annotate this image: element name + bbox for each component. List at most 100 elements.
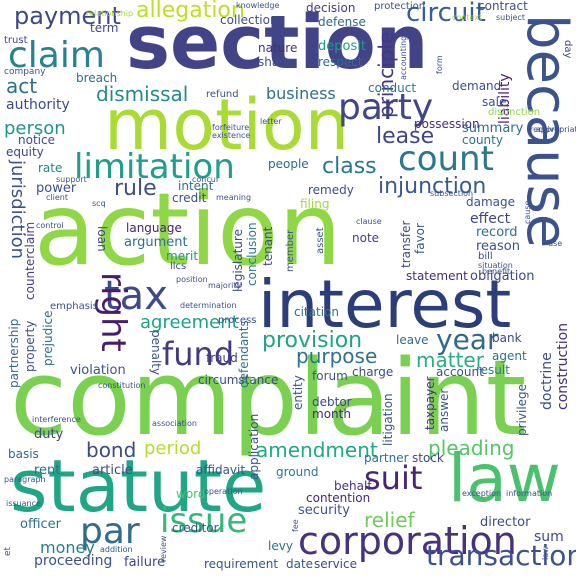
word-issuance: information bbox=[506, 489, 553, 498]
word-partnership: partnership bbox=[7, 318, 21, 388]
word-protection: subject bbox=[496, 13, 525, 22]
word-bond: bond bbox=[86, 438, 137, 462]
word-loan: loan bbox=[95, 226, 109, 252]
word-concur: subsection bbox=[430, 189, 474, 198]
word-determination: operation bbox=[204, 487, 243, 496]
word-receiver: appropriation bbox=[536, 125, 576, 134]
word-rate: rate bbox=[38, 161, 63, 175]
word-date: date bbox=[286, 557, 314, 571]
word-clause: majority bbox=[208, 281, 242, 290]
word-motion: motion bbox=[104, 84, 350, 166]
word-context: existence bbox=[212, 131, 251, 140]
word-credit: credit bbox=[172, 191, 207, 205]
word-entity: entity bbox=[291, 375, 305, 410]
word-filing: filing bbox=[300, 197, 330, 211]
word-answer: answer bbox=[437, 388, 451, 432]
word-year: year bbox=[436, 323, 499, 356]
word-lease: lease bbox=[376, 124, 435, 149]
word-sum: sum bbox=[534, 529, 564, 545]
word-letter: scq bbox=[92, 199, 106, 208]
word-levy: levy bbox=[268, 539, 293, 553]
word-review: law bbox=[541, 546, 550, 560]
word-judicata: member bbox=[285, 229, 296, 272]
word-note: note bbox=[352, 231, 380, 245]
word-shareholder-consideration-certificate: day bbox=[562, 40, 573, 59]
word-corporation: corporation bbox=[298, 519, 517, 563]
word-control: position bbox=[176, 275, 208, 284]
word-scq: clause bbox=[356, 217, 382, 226]
word-interest: interest bbox=[258, 266, 512, 343]
word-behalf: behalf bbox=[334, 479, 372, 493]
word-act: act bbox=[6, 74, 38, 98]
word-purpose: purpose bbox=[296, 344, 378, 368]
word-suit: suit bbox=[364, 459, 423, 497]
word-paragraph: fee bbox=[291, 519, 300, 532]
word-appropriation: concur bbox=[192, 175, 220, 184]
word-addition: exception bbox=[462, 489, 502, 498]
word-support: meaning bbox=[216, 193, 252, 202]
word-share: share bbox=[258, 55, 292, 69]
word-transfer: transfer bbox=[399, 220, 413, 268]
word-taxpayer: taxpayer bbox=[423, 376, 437, 430]
word-action: action bbox=[34, 171, 342, 288]
word-nature: nature bbox=[258, 41, 298, 55]
word-conclusion: conclusion bbox=[245, 222, 259, 286]
word-statute: statute bbox=[10, 444, 267, 528]
word-law-small: use bbox=[548, 239, 563, 248]
word-information: benefit bbox=[482, 267, 511, 276]
word-leave: leave bbox=[396, 333, 429, 347]
word-subject: forfeiture bbox=[212, 123, 250, 132]
word-asset: emphasis bbox=[50, 301, 98, 312]
word-deposit: deposit bbox=[318, 39, 366, 54]
word-rent: rent bbox=[34, 463, 61, 478]
word-person: person bbox=[4, 118, 66, 139]
word-circumstance: circumstance bbox=[198, 373, 279, 387]
word-period: period bbox=[144, 438, 202, 459]
word-agreement: agreement bbox=[140, 312, 239, 333]
word-conduct: conduct bbox=[368, 81, 417, 95]
word-tax: right bbox=[93, 272, 133, 352]
word-security: security bbox=[298, 503, 350, 518]
word-basis: basis bbox=[8, 447, 39, 461]
word-equity: equity bbox=[6, 145, 44, 159]
word-process: distinction bbox=[488, 107, 541, 118]
word-bar: forum bbox=[312, 369, 348, 383]
word-llcs: protection bbox=[374, 1, 426, 12]
word-term: term bbox=[90, 21, 119, 35]
word-service: service bbox=[314, 557, 357, 571]
word-law: law bbox=[448, 440, 561, 517]
word-complaint: complaint bbox=[10, 337, 527, 459]
word-refund: llcs bbox=[170, 261, 187, 272]
word-power: power bbox=[36, 181, 77, 196]
word-construction: construction bbox=[555, 322, 571, 410]
word-remedy: remedy bbox=[308, 183, 354, 197]
word-emphasis: company bbox=[4, 67, 46, 77]
word-position: interference bbox=[32, 415, 81, 424]
word-litigation: litigation bbox=[381, 393, 395, 446]
word-existence: client bbox=[46, 193, 68, 202]
word-relief: relief bbox=[364, 508, 415, 532]
word-property: property bbox=[23, 320, 37, 372]
word-issue: issue bbox=[160, 501, 248, 541]
word-right: tax bbox=[104, 273, 168, 319]
word-doctrine: doctrine bbox=[539, 352, 555, 410]
word-relationship: form bbox=[435, 55, 444, 74]
word-knowledge: context bbox=[452, 13, 483, 22]
word-interference: issuance bbox=[6, 499, 41, 508]
word-class: class bbox=[322, 154, 377, 179]
word-authority: authority bbox=[6, 97, 70, 113]
word-intent: intent bbox=[178, 179, 214, 193]
word-damage: damage bbox=[466, 195, 516, 209]
word-dismissal: dismissal bbox=[96, 82, 189, 106]
word-client: control bbox=[36, 221, 64, 230]
word-breach: breach bbox=[76, 71, 118, 85]
word-county: county bbox=[462, 133, 503, 147]
word-exception: cause bbox=[523, 200, 532, 224]
word-forum: asset bbox=[315, 227, 326, 254]
word-section: section bbox=[126, 0, 429, 86]
word-amendment: amendment bbox=[256, 438, 378, 462]
word-language: language bbox=[126, 221, 182, 235]
word-tenant: tenant bbox=[261, 226, 275, 266]
word-fraud: fraud bbox=[206, 351, 238, 365]
word-reason: reason bbox=[476, 239, 520, 254]
